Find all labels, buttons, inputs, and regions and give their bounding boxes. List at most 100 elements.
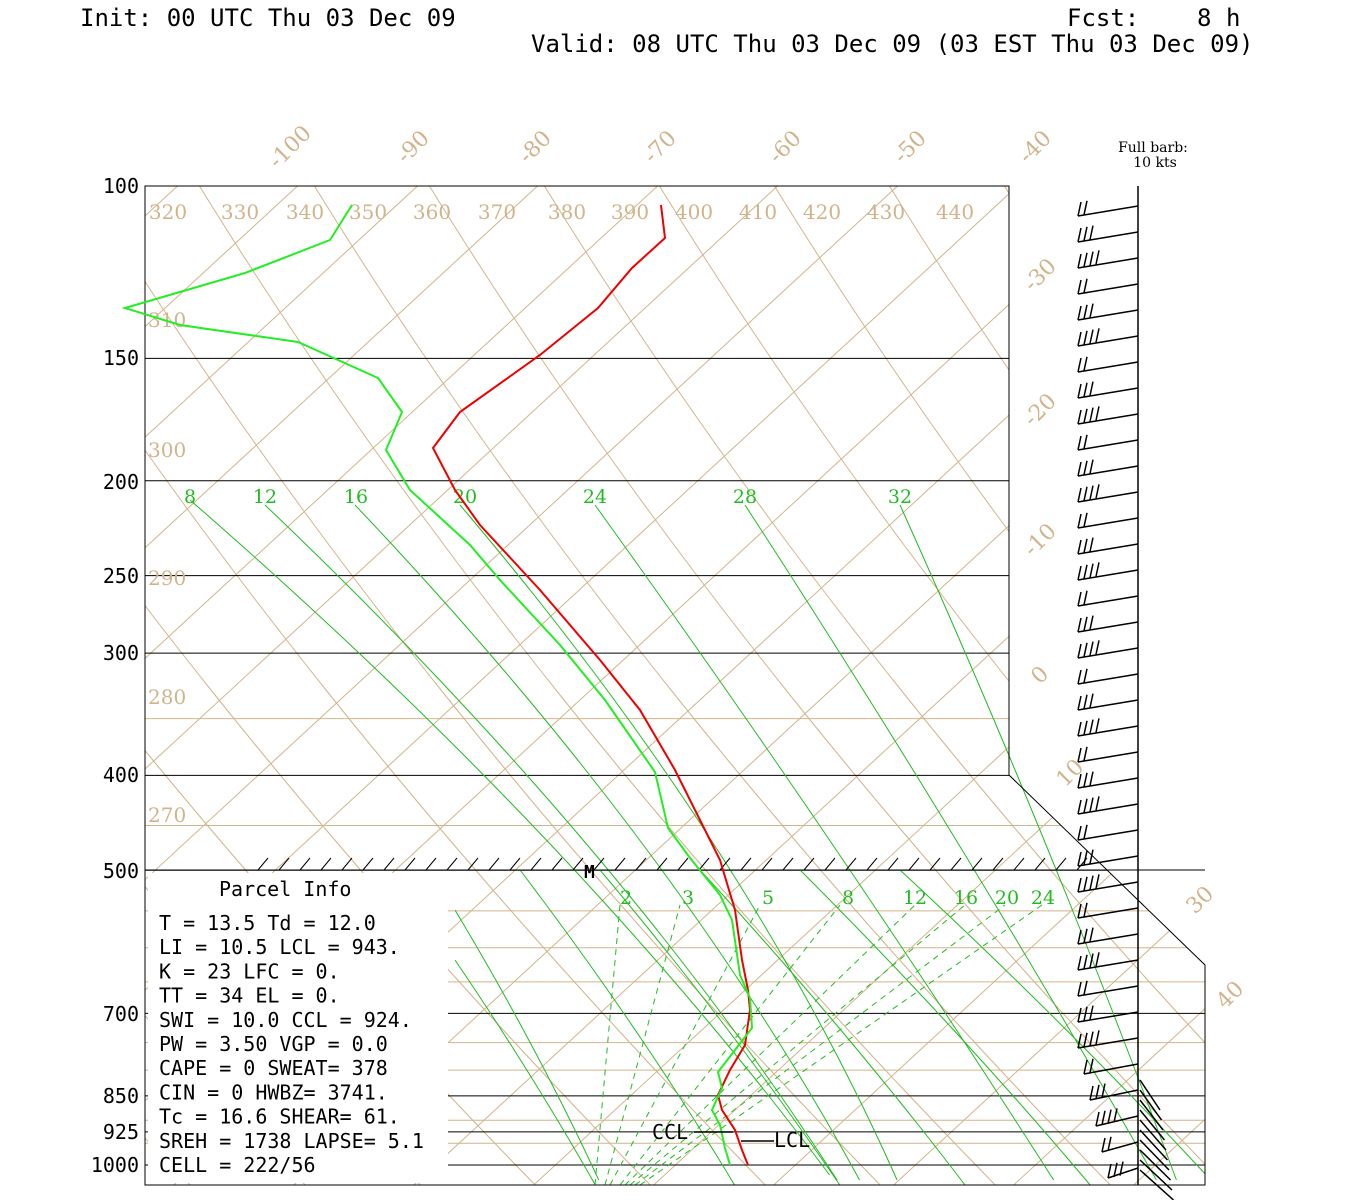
- wind-barb: [1077, 512, 1139, 529]
- wind-barb: [1077, 328, 1139, 347]
- isotherm-label: -100: [264, 121, 317, 174]
- theta-label: 340: [286, 200, 324, 224]
- parcel-info-row: SWI = 10.0 CCL = 924.: [159, 1008, 412, 1032]
- pressure-tick-label: 150: [103, 346, 139, 370]
- chart-frame: [144, 185, 1206, 1186]
- wind-barb: [1077, 693, 1139, 711]
- wind-barb: [1077, 459, 1139, 477]
- parcel-info-row: LI = 10.5 LCL = 943.: [159, 935, 400, 959]
- theta-label: 320: [149, 200, 187, 224]
- lcl-marker: LCL: [774, 1128, 810, 1152]
- wind-barb: [1077, 1005, 1139, 1023]
- isotherm-label: -40: [1014, 126, 1057, 169]
- parcel-info-row: CELL = 222/56: [159, 1153, 316, 1177]
- wind-barb: [1107, 1161, 1139, 1179]
- isotherm-label: -30: [1019, 254, 1062, 297]
- init-time-label: Init: 00 UTC Thu 03 Dec 09: [80, 4, 456, 32]
- mixing-ratio-label: 32: [888, 486, 912, 508]
- wind-barb: [1077, 562, 1139, 581]
- wind-barb: [1095, 1108, 1139, 1127]
- mixing-ratio-label: 8: [842, 887, 854, 909]
- parcel-info-row: T = 13.5 Td = 12.0: [159, 911, 376, 935]
- pressure-tick-label: 400: [103, 763, 139, 787]
- mixing-ratio-label: 24: [583, 486, 607, 508]
- theta-label: 410: [739, 200, 777, 224]
- parcel-info-row: Tc = 16.6 SHEAR= 61.: [159, 1105, 400, 1129]
- parcel-info-rows: T = 13.5 Td = 12.0LI = 10.5 LCL = 943.K …: [159, 911, 424, 1177]
- wind-barb: [1077, 796, 1139, 815]
- wind-barb: [1077, 902, 1139, 919]
- wind-barb: [1077, 927, 1139, 945]
- wind-barb: [1077, 381, 1139, 399]
- parcel-info-row: CAPE = 0 SWEAT= 378: [159, 1056, 388, 1080]
- wind-barb: [1089, 1083, 1139, 1101]
- theta-label: 290: [148, 566, 186, 590]
- theta-label: 300: [148, 438, 186, 462]
- pressure-tick-label: 925: [103, 1120, 139, 1144]
- wind-barb: [1077, 615, 1139, 633]
- parcel-info-row: CIN = 0 HWBZ= 3741.: [159, 1080, 388, 1104]
- theta-label: 360: [413, 200, 451, 224]
- pressure-tick-label: 250: [103, 564, 139, 588]
- sounding-profiles: [121, 204, 754, 1166]
- wind-barb: [1077, 980, 1139, 997]
- wind-barb: [1077, 200, 1139, 217]
- parcel-info-box: [148, 873, 448, 1183]
- isotherm-label: -10: [1019, 519, 1062, 562]
- wind-barb: [1077, 250, 1139, 269]
- mixing-ratio-label: 20: [995, 887, 1019, 909]
- pressure-tick-label: 850: [103, 1084, 139, 1108]
- barb-legend-line1: Full barb:: [1118, 140, 1188, 156]
- isotherm-label: -70: [639, 126, 682, 169]
- theta-label: 280: [148, 685, 186, 709]
- wind-barb: [1077, 303, 1139, 321]
- wind-barb: [1101, 1136, 1139, 1153]
- theta-label: 400: [675, 200, 713, 224]
- dewpoint-profile: [121, 204, 754, 1166]
- parcel-info-title: Parcel Info: [219, 877, 351, 901]
- isotherm-label: -90: [392, 126, 435, 169]
- theta-label: 390: [611, 200, 649, 224]
- mixing-ratio-label: 5: [762, 887, 774, 909]
- mixing-ratio-label: 28: [733, 486, 757, 508]
- theta-label: 330: [221, 200, 259, 224]
- pressure-tick-label: 100: [103, 174, 139, 198]
- mixing-ratio-label: 3: [682, 887, 694, 909]
- wind-barb: [1077, 537, 1139, 555]
- isotherm-label: -80: [514, 126, 557, 169]
- mixing-ratio-label: 2: [620, 887, 632, 909]
- m-marker: M: [584, 862, 595, 883]
- theta-label: 350: [349, 200, 387, 224]
- parcel-info-row: PW = 3.50 VGP = 0.0: [159, 1032, 388, 1056]
- pressure-tick-label: 300: [103, 641, 139, 665]
- forecast-hour-label: Fcst: 8 h: [1067, 4, 1241, 32]
- theta-label: 430: [867, 200, 905, 224]
- wind-barb: [1077, 874, 1139, 893]
- wind-barb: [1077, 849, 1139, 867]
- theta-label: 420: [803, 200, 841, 224]
- pressure-tick-label: 700: [103, 1002, 139, 1026]
- parcel-info-row: K = 23 LFC = 0.: [159, 959, 340, 983]
- pressure-tick-label: 200: [103, 470, 139, 494]
- theta-label: 270: [148, 803, 186, 827]
- pressure-tick-label: 1000: [91, 1153, 139, 1177]
- theta-labels: 320 330 340 350 360 370 380 390 400 410 420 430 440 3…: [148, 200, 974, 827]
- mixing-ratio-label: 12: [903, 887, 927, 909]
- wind-barb: [1077, 952, 1139, 971]
- mixing-ratio-label: 24: [1031, 887, 1055, 909]
- wind-barb: [1077, 1030, 1139, 1049]
- isotherm-label: -20: [1019, 389, 1062, 432]
- wind-barb: [1077, 406, 1139, 425]
- mixing-ratio-label: 20: [453, 486, 477, 508]
- mixing-ratio-labels: 8 12 16 20 24 28 32 2 3 5 8 12 16 20 24: [184, 486, 1055, 909]
- wind-barb: [1077, 356, 1139, 373]
- parcel-info-row: SREH = 1738 LAPSE= 5.1: [159, 1129, 424, 1153]
- wind-barb: [1077, 484, 1139, 503]
- mixing-ratio-label: 8: [184, 486, 196, 508]
- wind-barb: [1077, 225, 1139, 243]
- mixing-ratio-label: 12: [253, 486, 277, 508]
- wind-barb: [1077, 718, 1139, 737]
- wind-barb: [1077, 278, 1139, 295]
- wind-barb: [1083, 1058, 1139, 1075]
